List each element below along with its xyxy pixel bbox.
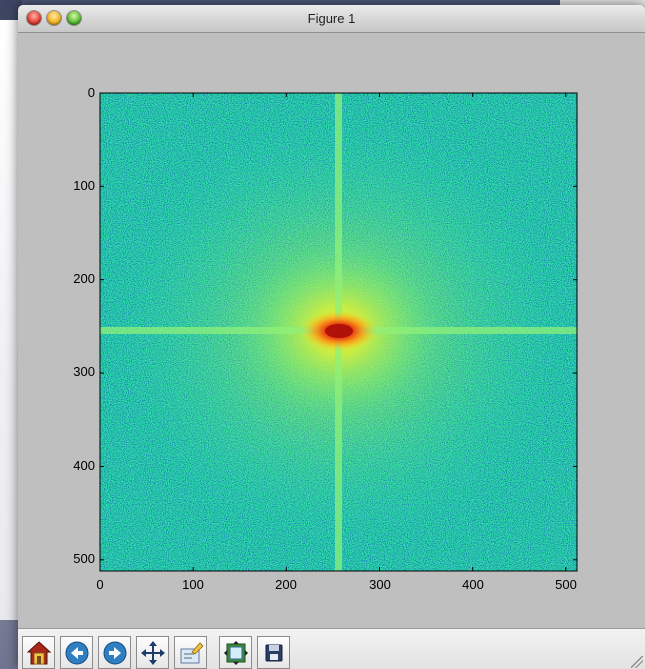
y-tick-label: 0 [88, 85, 95, 100]
spectrum-image [100, 93, 577, 571]
zoom-window-button[interactable] [67, 11, 81, 25]
figure-canvas: 0 100 200 300 400 500 0 100 200 300 400 … [18, 33, 645, 628]
back-button[interactable] [60, 636, 93, 669]
save-button[interactable] [257, 636, 290, 669]
x-tick-label: 0 [96, 577, 103, 592]
x-tick-label: 500 [555, 577, 577, 592]
x-tick-label: 200 [275, 577, 297, 592]
close-button[interactable] [27, 11, 41, 25]
forward-button[interactable] [98, 636, 131, 669]
y-tick-label: 100 [73, 178, 95, 193]
y-tick-label: 400 [73, 458, 95, 473]
subplots-config-icon [223, 640, 248, 665]
y-tick-label: 500 [73, 551, 95, 566]
x-tick-label: 100 [182, 577, 204, 592]
back-arrow-icon [65, 641, 88, 664]
forward-arrow-icon [103, 641, 126, 664]
zoom-button[interactable] [174, 636, 207, 669]
y-tick-label: 200 [73, 271, 95, 286]
pan-button[interactable] [136, 636, 169, 669]
window-title: Figure 1 [307, 11, 356, 26]
navigation-toolbar [18, 628, 645, 669]
home-icon [26, 640, 51, 664]
zoom-rect-icon [180, 641, 204, 663]
axes-frame [99, 92, 578, 572]
background-window [0, 20, 22, 620]
plot-area: 0 100 200 300 400 500 0 100 200 300 400 … [73, 85, 578, 592]
floppy-disk-icon [265, 644, 282, 661]
resize-grip[interactable] [631, 656, 643, 668]
home-button[interactable] [22, 636, 55, 669]
x-tick-label: 300 [369, 577, 391, 592]
y-tick-label: 300 [73, 364, 95, 379]
minimize-button[interactable] [47, 11, 61, 25]
x-tick-label: 400 [462, 577, 484, 592]
subplots-button[interactable] [219, 636, 252, 669]
axis-ticks [99, 92, 577, 571]
figure-window: Figure 1 [18, 5, 645, 669]
pan-arrows-icon [140, 640, 165, 665]
title-bar[interactable]: Figure 1 [18, 5, 645, 33]
